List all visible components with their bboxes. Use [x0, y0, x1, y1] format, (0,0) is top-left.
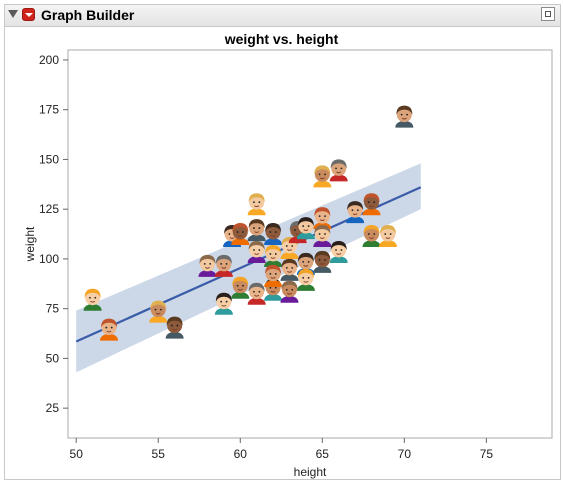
data-point-person-icon — [247, 282, 266, 305]
data-point-person-icon — [378, 225, 397, 248]
data-point-person-icon — [247, 193, 266, 216]
data-point-person-icon — [329, 159, 348, 182]
disclosure-triangle-icon[interactable] — [8, 10, 18, 18]
x-tick-label: 60 — [234, 447, 248, 461]
data-point-person-icon — [329, 240, 348, 263]
data-point-person-icon — [264, 264, 283, 287]
data-point-person-icon — [346, 201, 365, 224]
data-point-person-icon — [214, 254, 233, 277]
y-tick-label: 200 — [39, 53, 59, 67]
x-tick-label: 70 — [398, 447, 412, 461]
data-point-person-icon — [231, 276, 250, 299]
x-tick-label: 50 — [70, 447, 84, 461]
x-tick-label: 65 — [316, 447, 330, 461]
data-point-person-icon — [214, 292, 233, 315]
report-title: Graph Builder — [41, 7, 135, 23]
data-point-person-icon — [280, 258, 299, 281]
data-point-person-icon — [264, 223, 283, 246]
y-tick-label: 150 — [39, 152, 59, 166]
chart-title: weight vs. height — [224, 31, 339, 47]
data-point-person-icon — [395, 105, 414, 128]
data-point-person-icon — [149, 300, 168, 323]
data-point-person-icon — [198, 254, 217, 277]
data-point-person-icon — [362, 193, 381, 216]
x-tick-label: 55 — [152, 447, 166, 461]
data-point-person-icon — [296, 268, 315, 291]
data-point-person-icon — [247, 219, 266, 242]
x-axis-label: height — [294, 465, 327, 479]
y-tick-label: 50 — [46, 351, 60, 365]
data-point-person-icon — [100, 318, 119, 341]
data-point-person-icon — [362, 225, 381, 248]
restore-icon[interactable] — [541, 7, 555, 21]
data-point-person-icon — [165, 316, 184, 339]
data-point-person-icon — [231, 223, 250, 246]
report-titlebar: Graph Builder — [5, 5, 560, 27]
y-tick-label: 25 — [46, 401, 60, 415]
y-tick-label: 75 — [46, 302, 60, 316]
data-point-person-icon — [264, 244, 283, 267]
y-axis-label: weight — [23, 226, 37, 262]
data-point-person-icon — [247, 240, 266, 263]
data-point-person-icon — [296, 217, 315, 240]
y-tick-label: 100 — [39, 252, 59, 266]
y-tick-label: 175 — [39, 103, 59, 117]
data-point-person-icon — [313, 250, 332, 273]
data-point-person-icon — [83, 288, 102, 311]
red-triangle-menu-icon[interactable] — [22, 8, 35, 21]
data-point-person-icon — [313, 225, 332, 248]
y-tick-label: 125 — [39, 202, 59, 216]
data-point-person-icon — [313, 165, 332, 188]
x-tick-label: 75 — [480, 447, 494, 461]
data-point-person-icon — [280, 280, 299, 303]
